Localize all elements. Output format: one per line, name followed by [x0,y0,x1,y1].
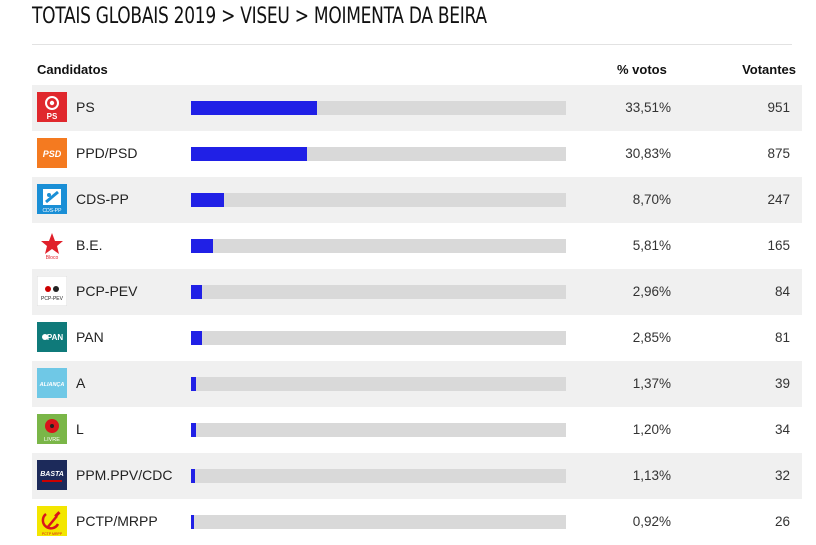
party-name: PAN [76,329,104,345]
percent-votes: 30,83% [625,146,671,161]
svg-text:PS: PS [47,112,58,121]
table-header: Candidatos % votos Votantes [32,62,802,80]
party-name: PS [76,99,95,115]
svg-text:LIVRE: LIVRE [44,437,60,443]
vote-share-bar [191,423,566,437]
ps-fist-rose-icon: PS [37,92,67,122]
voters-count: 84 [774,284,790,299]
pcp-pev-icon: PCP-PEV [37,276,67,306]
svg-text:CDS-PP: CDS-PP [43,208,63,214]
svg-text:PCTP MRPP: PCTP MRPP [42,532,63,536]
svg-text:PSD: PSD [43,149,62,159]
svg-text:ALIANÇA: ALIANÇA [39,382,65,388]
page-title: TOTAIS GLOBAIS 2019 > VISEU > MOIMENTA D… [32,4,487,29]
vote-share-bar-fill [191,377,197,391]
vote-share-bar-fill [191,239,213,253]
vote-share-bar [191,193,566,207]
percent-votes: 1,37% [632,376,671,391]
vote-share-bar-fill [191,285,203,299]
alianca-icon: ALIANÇA [37,368,67,398]
voters-count: 951 [767,100,790,115]
vote-share-bar [191,285,566,299]
svg-text:PAN: PAN [47,333,64,342]
table-row: PSD PPD/PSD 30,83% 875 [32,131,802,177]
hammer-sickle-icon: PCTP MRPP [37,506,67,536]
voters-count: 26 [774,514,790,529]
percent-votes: 1,20% [632,422,671,437]
basta-icon: BASTA [37,460,67,490]
vote-share-bar [191,239,566,253]
party-name: PPM.PPV/CDC [76,467,173,483]
vote-share-bar-fill [191,147,307,161]
table-row: LIVRE L 1,20% 34 [32,407,802,453]
vote-share-bar [191,331,566,345]
cds-icon: CDS-PP [37,184,67,214]
header-candidates: Candidatos [37,62,108,77]
percent-votes: 5,81% [632,238,671,253]
table-row: Bloco B.E. 5,81% 165 [32,223,802,269]
party-name: A [76,375,86,391]
table-row: ALIANÇA A 1,37% 39 [32,361,802,407]
table-row: CDS-PP CDS-PP 8,70% 247 [32,177,802,223]
pan-icon: PAN [37,322,67,352]
percent-votes: 2,85% [632,330,671,345]
percent-votes: 2,96% [632,284,671,299]
vote-share-bar [191,515,566,529]
percent-votes: 8,70% [632,192,671,207]
vote-share-bar [191,101,566,115]
party-name: CDS-PP [76,191,129,207]
table-row: PS PS 33,51% 951 [32,85,802,131]
percent-votes: 1,13% [632,468,671,483]
vote-share-bar-fill [191,469,196,483]
vote-share-bar [191,147,566,161]
percent-votes: 0,92% [632,514,671,529]
voters-count: 875 [767,146,790,161]
voters-count: 81 [774,330,790,345]
psd-icon: PSD [37,138,67,168]
table-row: PCP-PEV PCP-PEV 2,96% 84 [32,269,802,315]
vote-share-bar-fill [191,515,195,529]
party-name: PCTP/MRPP [76,513,158,529]
party-name: PCP-PEV [76,283,138,299]
vote-share-bar-fill [191,193,224,207]
voters-count: 32 [774,468,790,483]
party-name: PPD/PSD [76,145,138,161]
voters-count: 247 [767,192,790,207]
results-table: PS PS 33,51% 951 PSD PPD/PSD 30,83% 875 CDS-PP CD… [32,85,802,545]
table-row: BASTA PPM.PPV/CDC 1,13% 32 [32,453,802,499]
vote-share-bar-fill [191,101,317,115]
party-name: L [76,421,84,437]
voters-count: 34 [774,422,790,437]
table-row: PAN PAN 2,85% 81 [32,315,802,361]
svg-text:Bloco: Bloco [46,255,59,260]
vote-share-bar [191,469,566,483]
party-name: B.E. [76,237,103,253]
voters-count: 165 [767,238,790,253]
vote-share-bar [191,377,566,391]
livre-poppy-icon: LIVRE [37,414,67,444]
vote-share-bar-fill [191,423,196,437]
table-row: PCTP MRPP PCTP/MRPP 0,92% 26 [32,499,802,545]
header-voters: Votantes [742,62,796,77]
svg-text:BASTA: BASTA [40,471,64,478]
svg-text:PCP-PEV: PCP-PEV [41,296,64,302]
percent-votes: 33,51% [625,100,671,115]
vote-share-bar-fill [191,331,202,345]
bloco-star-icon: Bloco [37,230,67,260]
title-divider [32,44,792,45]
header-percent-votes: % votos [617,62,667,77]
voters-count: 39 [774,376,790,391]
